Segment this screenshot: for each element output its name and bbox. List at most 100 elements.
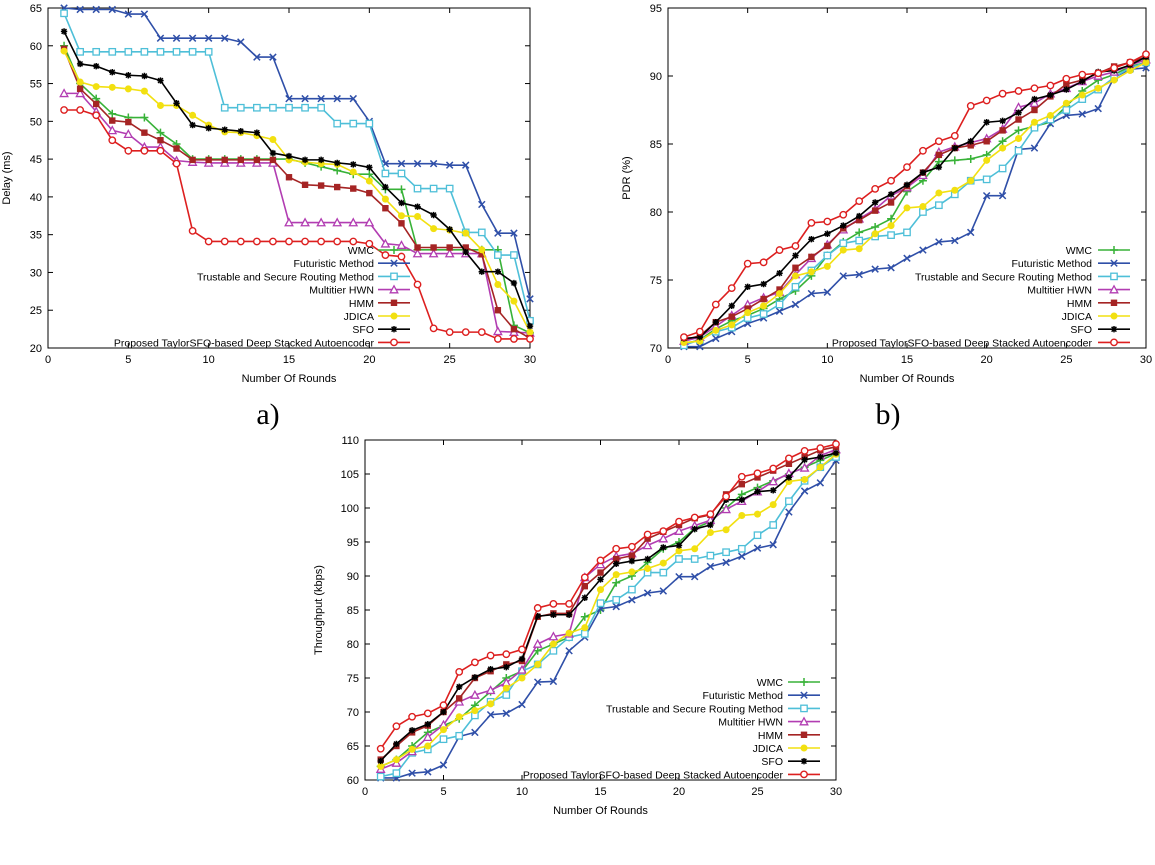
data-point <box>397 252 406 261</box>
data-point <box>408 727 416 734</box>
data-point <box>680 333 688 342</box>
data-point <box>141 129 148 136</box>
data-point <box>743 259 752 268</box>
data-point <box>204 34 213 42</box>
data-point <box>470 689 480 699</box>
data-point <box>785 454 793 463</box>
data-point <box>998 191 1007 200</box>
legend-swatch-marker <box>390 312 398 320</box>
data-point <box>533 646 542 655</box>
data-point <box>285 174 293 181</box>
data-point <box>759 258 768 267</box>
data-point <box>478 246 486 254</box>
data-point <box>430 225 438 233</box>
delay-chart: 0 5 10 15 20 25 30 20 25 30 35 40 45 50 55 60 65 Number O… <box>1 3 536 385</box>
x-tick-label: 15 <box>594 786 606 798</box>
x-tick-label: 25 <box>751 786 763 798</box>
data-point <box>690 513 699 522</box>
data-point <box>317 103 325 112</box>
data-point <box>823 251 832 260</box>
data-point <box>424 768 432 776</box>
data-point <box>691 525 698 533</box>
data-point <box>518 700 526 709</box>
data-point <box>93 62 100 70</box>
data-point <box>220 103 229 112</box>
data-point <box>396 240 407 250</box>
series-6 <box>680 53 1150 342</box>
data-point <box>690 555 699 563</box>
data-point <box>999 144 1007 152</box>
series-1 <box>376 456 840 782</box>
data-point <box>462 248 469 256</box>
data-point <box>393 740 400 748</box>
data-point <box>414 203 421 210</box>
data-point <box>518 674 526 682</box>
data-point <box>644 535 651 542</box>
data-point <box>855 228 864 237</box>
data-point <box>550 611 557 618</box>
data-point <box>628 568 636 576</box>
data-point <box>934 137 943 146</box>
data-point <box>855 197 864 206</box>
data-point <box>776 286 783 293</box>
y-tick-label: 80 <box>347 639 359 651</box>
data-point <box>728 302 735 310</box>
legend-label: Multitier HWN <box>309 285 374 297</box>
data-point <box>1110 76 1118 84</box>
data-point <box>350 185 357 192</box>
data-point <box>856 216 863 224</box>
x-tick-label: 10 <box>821 354 833 366</box>
data-point <box>1031 95 1038 103</box>
data-point <box>455 667 464 676</box>
data-point <box>376 744 385 753</box>
data-point <box>486 651 495 660</box>
data-point <box>382 183 389 191</box>
data-point <box>205 124 212 132</box>
data-point <box>285 237 293 246</box>
data-point <box>628 542 636 551</box>
data-point <box>377 757 384 765</box>
data-point <box>801 456 808 463</box>
data-point <box>414 213 422 221</box>
data-point <box>628 552 636 559</box>
data-point <box>643 589 652 597</box>
data-point <box>108 109 117 118</box>
data-point <box>871 184 880 193</box>
data-point <box>156 146 165 155</box>
data-point <box>412 248 423 258</box>
legend-label: SFO <box>761 756 783 768</box>
data-point <box>204 47 213 56</box>
data-point <box>125 72 132 79</box>
data-point <box>439 735 448 744</box>
data-point <box>696 342 704 351</box>
data-point <box>1046 111 1054 119</box>
data-point <box>951 186 959 194</box>
data-point <box>381 251 390 259</box>
data-point <box>1078 91 1086 99</box>
data-point <box>596 599 605 608</box>
data-point <box>397 169 406 178</box>
data-point <box>485 685 496 695</box>
data-point <box>60 47 68 55</box>
data-point <box>722 526 730 534</box>
legend-label: WMC <box>1066 245 1093 257</box>
data-point <box>237 156 244 164</box>
data-point <box>477 228 486 237</box>
data-point <box>456 683 463 691</box>
data-point <box>364 217 375 227</box>
data-point <box>712 334 720 343</box>
data-point <box>549 646 558 655</box>
data-point <box>696 333 704 341</box>
series-2 <box>60 9 534 325</box>
pdr-chart: 0 5 10 15 20 25 30 70 75 80 85 90 95 Number Of Rounds… <box>621 3 1152 385</box>
data-point <box>381 195 389 203</box>
data-point <box>108 5 116 14</box>
data-point <box>770 487 777 494</box>
data-point <box>526 328 534 336</box>
data-point <box>982 191 991 200</box>
data-point <box>269 149 277 157</box>
data-point <box>60 28 68 35</box>
data-point <box>462 229 470 237</box>
